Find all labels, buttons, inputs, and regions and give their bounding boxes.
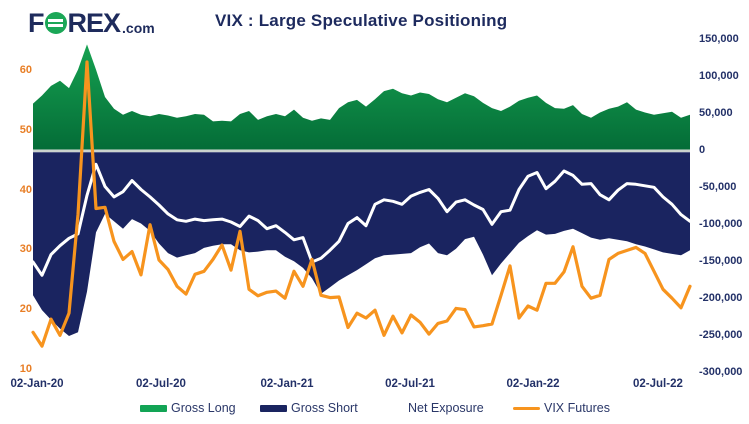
legend-label: Gross Long	[171, 401, 236, 415]
y-axis-left-tick: 20	[19, 303, 32, 316]
x-axis-tick: 02-Jan-22	[506, 378, 560, 390]
x-axis-tick: 02-Jan-21	[260, 378, 314, 390]
legend-label: Net Exposure	[408, 401, 484, 415]
y-axis-right-tick: 150,000	[699, 33, 739, 45]
gross-short-swatch	[260, 404, 287, 412]
page-title: VIX : Large Speculative Positioning	[215, 11, 508, 30]
forex-logo: F REX .com	[28, 9, 155, 37]
y-axis-right-tick: -250,000	[699, 329, 743, 341]
net-exposure-line	[31, 162, 692, 277]
y-axis-right-tick: -50,000	[699, 181, 737, 193]
y-axis-right-tick: -300,000	[699, 366, 743, 378]
legend-item-gross-long: Gross Long	[140, 400, 236, 416]
y-axis-right-tick: -200,000	[699, 292, 743, 304]
logo-o-icon	[44, 12, 67, 34]
x-axis-tick: 02-Jul-20	[136, 378, 186, 390]
y-axis-right-tick: -100,000	[699, 218, 743, 230]
y-axis-right-tick: 0	[699, 144, 706, 156]
y-axis-right-tick: 50,000	[699, 107, 733, 119]
legend-item-gross-short: Gross Short	[260, 400, 358, 416]
y-axis-left-tick: 10	[19, 363, 32, 375]
y-axis-left-tick: 40	[19, 183, 32, 196]
zero-line	[33, 149, 690, 152]
logo-letter-f: F	[28, 8, 44, 38]
net-exposure-swatch	[377, 406, 404, 410]
y-axis-right-tick: 100,000	[699, 70, 739, 82]
legend-item-net-exposure: Net Exposure	[377, 400, 484, 416]
chart-legend: Gross Long Gross Short Net Exposure VIX …	[0, 400, 749, 418]
x-axis-tick: 02-Jul-21	[385, 378, 435, 390]
y-axis-left-tick: 30	[19, 243, 32, 256]
vix-futures-line	[31, 60, 692, 348]
x-axis-tick: 02-Jul-22	[633, 378, 683, 390]
y-axis-left-tick: 50	[19, 123, 32, 136]
y-axis-right-tick: -150,000	[699, 255, 743, 267]
logo-dotcom: .com	[122, 19, 155, 36]
vix-futures-swatch	[513, 406, 540, 410]
gross-long-swatch	[140, 404, 167, 412]
y-axis-left-tick: 60	[19, 64, 32, 76]
gross-long-area	[33, 44, 690, 150]
x-axis-tick: 02-Jan-20	[10, 378, 64, 390]
legend-label: Gross Short	[291, 401, 358, 415]
legend-label: VIX Futures	[544, 401, 610, 415]
legend-item-vix-futures: VIX Futures	[513, 400, 610, 416]
gross-short-area	[33, 152, 690, 336]
logo-letters-rex: REX	[67, 8, 122, 38]
